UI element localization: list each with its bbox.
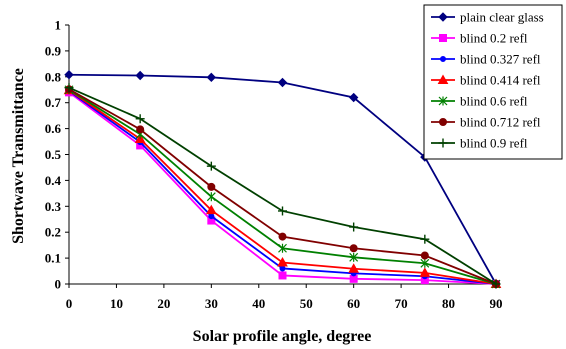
x-tick-label: 90 bbox=[490, 296, 503, 311]
legend: plain clear glass blind 0.2 refl blind 0.3… bbox=[423, 4, 563, 160]
y-tick-label: 0.6 bbox=[45, 121, 62, 136]
x-tick-label: 50 bbox=[300, 296, 313, 311]
data-point bbox=[349, 244, 358, 253]
data-point bbox=[206, 72, 217, 83]
x-axis-title: Solar profile angle, degree bbox=[193, 328, 372, 345]
legend-item: blind 0.327 refl bbox=[431, 52, 541, 67]
y-tick-label: 0.1 bbox=[45, 251, 61, 266]
series-layer bbox=[63, 70, 502, 289]
y-tick-label: 0 bbox=[55, 277, 62, 292]
data-point bbox=[277, 256, 288, 267]
y-tick-label: 1 bbox=[55, 18, 62, 33]
x-tick-label: 40 bbox=[252, 296, 265, 311]
data-point bbox=[279, 265, 286, 272]
data-point bbox=[278, 271, 287, 280]
data-point bbox=[491, 279, 501, 289]
series-7 bbox=[64, 83, 501, 289]
legend-item: blind 0.2 refl bbox=[431, 31, 528, 46]
y-tick-label: 0.3 bbox=[45, 199, 62, 214]
data-point bbox=[420, 258, 430, 268]
x-tick-label: 10 bbox=[110, 296, 123, 311]
data-point bbox=[278, 243, 287, 253]
data-point bbox=[348, 263, 360, 273]
data-point bbox=[278, 206, 287, 216]
data-point bbox=[206, 192, 216, 202]
data-point bbox=[206, 161, 216, 171]
tick-labels: 00.10.20.30.40.50.60.70.80.910 10 20 30 40 50… bbox=[45, 18, 503, 312]
legend-item: plain clear glass bbox=[431, 10, 544, 25]
y-tick-label: 0.5 bbox=[45, 147, 62, 162]
legend-item: blind 0.9 refl bbox=[431, 136, 528, 151]
data-point bbox=[438, 138, 448, 148]
data-point bbox=[348, 92, 359, 103]
data-point bbox=[420, 251, 429, 260]
y-axis-title: Shortwave Transmittance bbox=[10, 68, 27, 244]
x-tick-label: 20 bbox=[157, 296, 170, 311]
data-point bbox=[136, 125, 145, 134]
data-point bbox=[208, 213, 215, 220]
data-point bbox=[278, 232, 287, 241]
data-point bbox=[438, 96, 448, 106]
y-tick-label: 0.4 bbox=[45, 173, 62, 188]
data-point bbox=[437, 74, 449, 84]
data-point bbox=[135, 70, 145, 81]
legend-item: blind 0.414 refl bbox=[431, 73, 541, 88]
x-tick-label: 80 bbox=[442, 296, 455, 311]
data-point bbox=[438, 12, 448, 22]
data-point bbox=[205, 204, 217, 215]
y-tick-label: 0.2 bbox=[45, 225, 61, 240]
legend-label: blind 0.9 refl bbox=[460, 136, 528, 151]
data-point bbox=[207, 182, 216, 191]
y-tick-label: 0.9 bbox=[45, 43, 62, 58]
data-point bbox=[349, 222, 359, 232]
data-point bbox=[439, 34, 447, 42]
data-point bbox=[440, 56, 446, 62]
x-tick-label: 60 bbox=[347, 296, 360, 311]
legend-label: plain clear glass bbox=[460, 10, 544, 25]
legend-item: blind 0.712 refl bbox=[431, 115, 541, 130]
data-point bbox=[64, 83, 74, 93]
data-point bbox=[277, 77, 288, 88]
y-tick-label: 0.8 bbox=[45, 69, 62, 84]
legend-box bbox=[423, 4, 563, 160]
legend-label: blind 0.414 refl bbox=[460, 73, 541, 88]
data-point bbox=[419, 267, 431, 277]
x-tick-label: 70 bbox=[395, 296, 408, 311]
data-point bbox=[64, 70, 74, 80]
legend-label: blind 0.6 refl bbox=[460, 94, 528, 109]
legend-item: blind 0.6 refl bbox=[431, 94, 528, 109]
legend-label: blind 0.327 refl bbox=[460, 52, 541, 67]
data-point bbox=[135, 114, 145, 124]
y-tick-label: 0.7 bbox=[45, 95, 62, 110]
data-point bbox=[439, 118, 447, 126]
legend-label: blind 0.2 refl bbox=[460, 31, 528, 46]
legend-label: blind 0.712 refl bbox=[460, 115, 541, 130]
x-tick-label: 30 bbox=[205, 296, 218, 311]
data-point bbox=[420, 234, 430, 244]
data-point bbox=[349, 252, 359, 262]
x-tick-label: 0 bbox=[66, 296, 73, 311]
